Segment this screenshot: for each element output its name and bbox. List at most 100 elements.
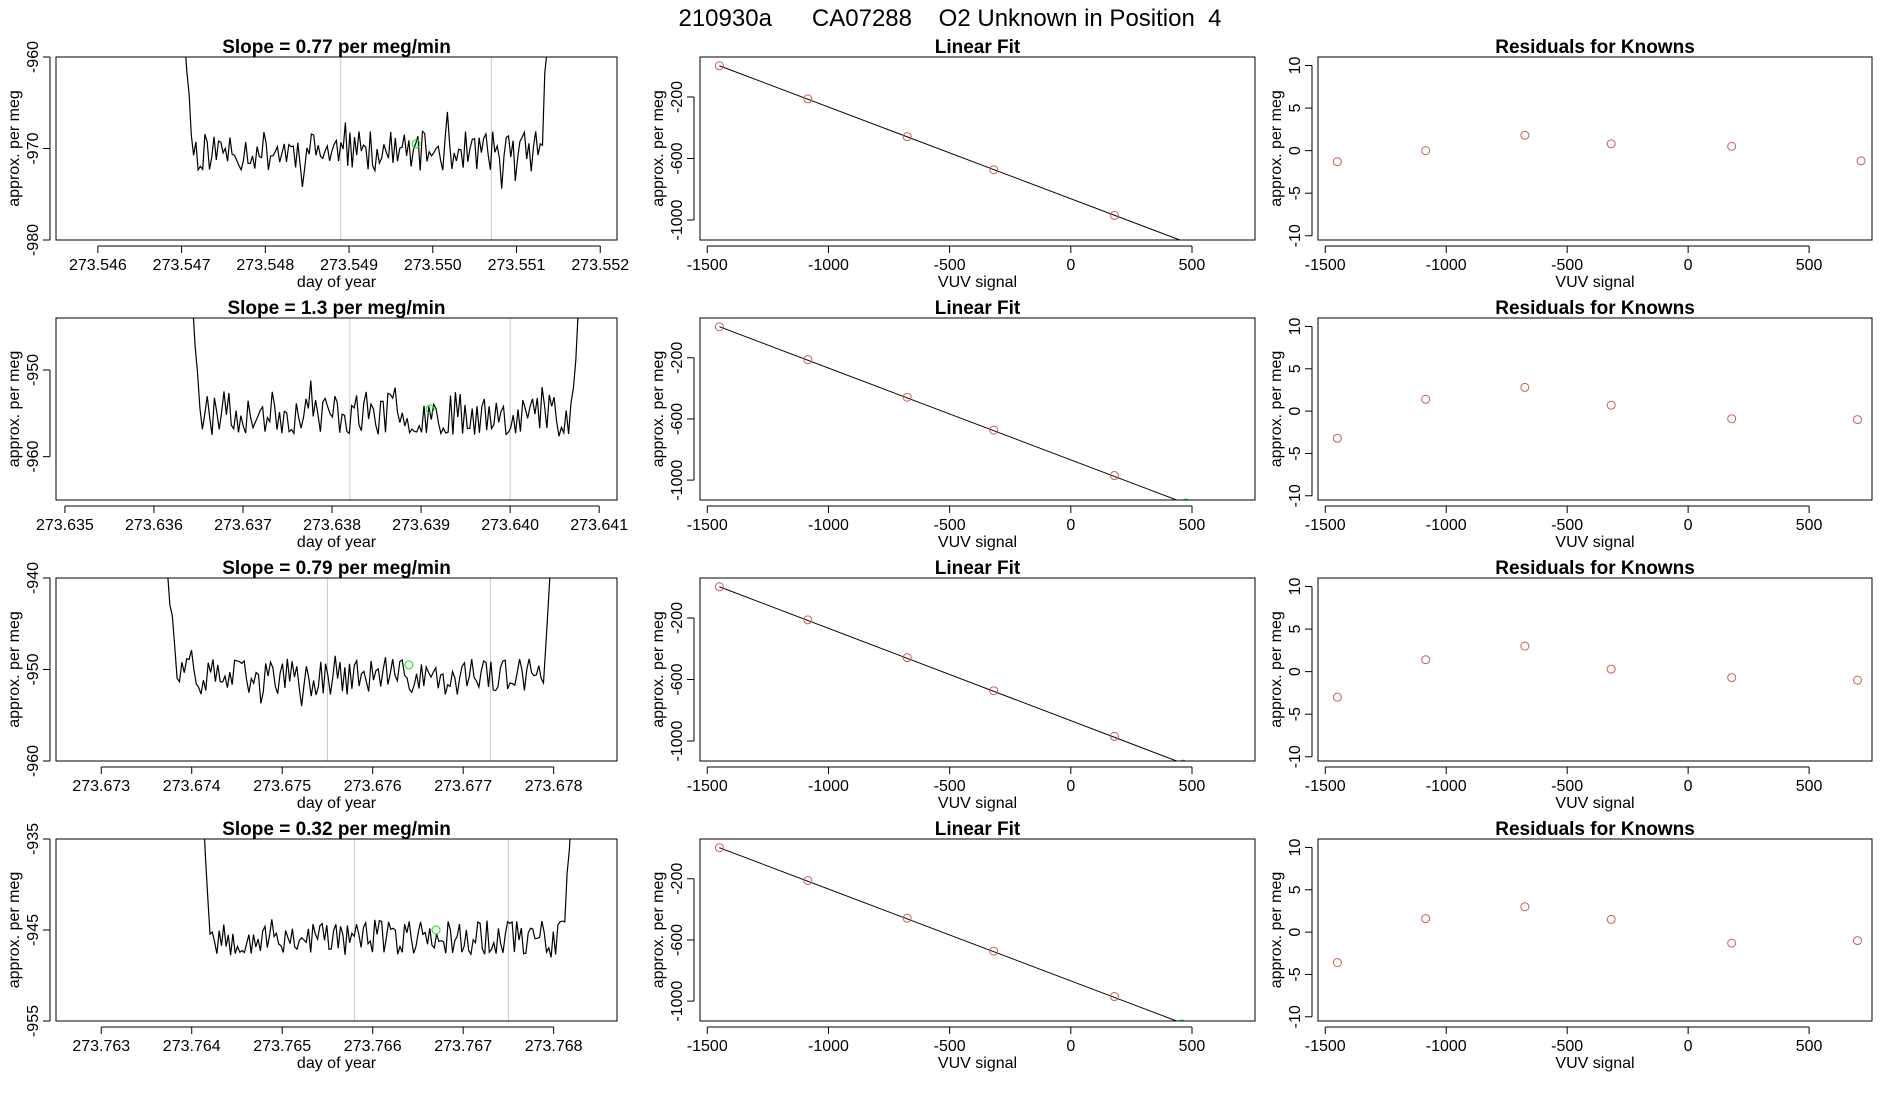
x-axis: 273.673 273.674 273.675 273.676 273.677 273.6… xyxy=(72,766,583,795)
y-axis-label: approx. per meg xyxy=(6,611,23,728)
y-tick-label: -10 xyxy=(1287,1005,1304,1028)
y-axis-label: approx. per meg xyxy=(1268,611,1285,728)
x-tick-label: 273.768 xyxy=(525,1038,583,1055)
known-point xyxy=(1852,675,1862,685)
y-tick-label: 5 xyxy=(1287,364,1304,373)
y-tick-label: -5 xyxy=(1287,707,1304,721)
known-point xyxy=(1727,673,1737,683)
plot-frame xyxy=(1317,838,1873,1022)
x-axis: 273.635 273.636 273.637 273.638 273.639 273.6… xyxy=(36,505,628,534)
y-axis-label: approx. per meg xyxy=(650,351,667,468)
y-tick-label: -980 xyxy=(25,224,42,256)
plot-area xyxy=(203,839,571,1021)
panel-title: Slope = 0.32 per meg/min xyxy=(222,819,451,840)
known-point xyxy=(803,876,813,886)
known-point xyxy=(902,913,912,923)
y-tick-label: 0 xyxy=(1287,407,1304,416)
series-line xyxy=(185,57,548,189)
known-point xyxy=(989,686,999,696)
y-tick-label: -1000 xyxy=(669,199,686,240)
known-point xyxy=(1109,731,1119,741)
unknown-marker xyxy=(404,660,414,670)
known-point xyxy=(803,94,813,104)
unknown-point xyxy=(1182,498,1190,500)
y-tick-label: -600 xyxy=(669,403,686,435)
x-tick-label: 273.549 xyxy=(320,257,378,274)
x-axis-label: VUV signal xyxy=(1555,795,1634,812)
x-tick-label: 500 xyxy=(1796,257,1823,274)
x-tick-label: -500 xyxy=(934,517,966,534)
x-axis-label: VUV signal xyxy=(938,534,1017,551)
plot-area xyxy=(714,61,1248,268)
known-point xyxy=(1520,382,1530,392)
y-tick-label: -950 xyxy=(25,354,42,386)
x-tick-label: 0 xyxy=(1066,517,1075,534)
x-axis-label: VUV signal xyxy=(938,795,1017,812)
x-tick-label: 273.678 xyxy=(525,778,583,795)
x-tick-label: -1500 xyxy=(687,1038,728,1055)
x-tick-label: 273.766 xyxy=(344,1038,402,1055)
x-axis-label: day of year xyxy=(297,534,377,551)
x-tick-label: 273.638 xyxy=(303,517,361,534)
x-tick-label: -1500 xyxy=(687,778,728,795)
y-tick-label: 5 xyxy=(1287,104,1304,113)
panel-4-residuals: Residuals for Knowns -1500 -1000 -500 0 500 VU… xyxy=(1268,819,1873,1072)
panel-title: Linear Fit xyxy=(935,558,1021,579)
y-tick-label: -955 xyxy=(25,1005,42,1037)
x-tick-label: 273.767 xyxy=(434,1038,492,1055)
y-axis: -980 -970 -960 xyxy=(25,41,51,256)
plot-area xyxy=(192,318,579,500)
known-point xyxy=(1236,781,1244,789)
known-point xyxy=(1332,157,1342,167)
unknown-marker xyxy=(411,139,421,149)
known-point xyxy=(1421,146,1431,156)
known-point xyxy=(1240,260,1248,268)
panel-1-residuals: Residuals for Knowns -1500 -1000 -500 0 500 VU… xyxy=(1268,37,1873,291)
x-tick-label: 273.636 xyxy=(125,517,183,534)
x-axis-label: VUV signal xyxy=(938,1055,1017,1072)
x-tick-label: -1000 xyxy=(808,1038,849,1055)
y-tick-label: 0 xyxy=(1287,146,1304,155)
plot-area xyxy=(1332,641,1862,702)
known-point xyxy=(1606,664,1616,674)
x-tick-label: 273.639 xyxy=(392,517,450,534)
x-tick-label: -500 xyxy=(934,257,966,274)
x-tick-label: 0 xyxy=(1066,1038,1075,1055)
panel-title: Linear Fit xyxy=(935,37,1021,58)
known-point xyxy=(1332,958,1342,968)
panel-title: Linear Fit xyxy=(935,819,1021,840)
y-axis: -955 -945 -935 xyxy=(25,823,51,1037)
x-tick-label: -1500 xyxy=(1305,1038,1346,1055)
known-point xyxy=(1421,655,1431,665)
y-tick-label: -1000 xyxy=(669,720,686,761)
known-point xyxy=(1332,692,1342,702)
x-tick-label: 273.548 xyxy=(236,257,294,274)
x-tick-label: 273.674 xyxy=(163,778,221,795)
y-axis-label: approx. per meg xyxy=(6,90,23,207)
y-axis-label: approx. per meg xyxy=(6,351,23,468)
known-point xyxy=(1852,936,1862,946)
plot-frame xyxy=(1317,317,1873,501)
x-tick-label: 0 xyxy=(1066,257,1075,274)
known-point xyxy=(1606,139,1616,149)
y-tick-label: -5 xyxy=(1287,186,1304,200)
x-tick-label: -1500 xyxy=(687,257,728,274)
panel-2-residuals: Residuals for Knowns -1500 -1000 -500 0 500 VU… xyxy=(1268,298,1873,551)
plot-area xyxy=(1332,130,1866,167)
unknown-point xyxy=(1179,759,1187,761)
panel-title: Residuals for Knowns xyxy=(1495,37,1695,58)
y-tick-label: 0 xyxy=(1287,667,1304,676)
plot-area xyxy=(185,57,548,240)
y-tick-label: -600 xyxy=(669,663,686,695)
y-tick-label: 0 xyxy=(1287,928,1304,937)
x-axis: -1500 -1000 -500 0 500 xyxy=(1305,505,1823,534)
fit-line xyxy=(719,326,1179,500)
plot-frame xyxy=(55,56,618,241)
known-point xyxy=(1606,914,1616,924)
y-tick-label: 10 xyxy=(1287,578,1304,596)
x-tick-label: -500 xyxy=(1551,1038,1583,1055)
x-axis: -1500 -1000 -500 0 500 xyxy=(687,245,1205,274)
